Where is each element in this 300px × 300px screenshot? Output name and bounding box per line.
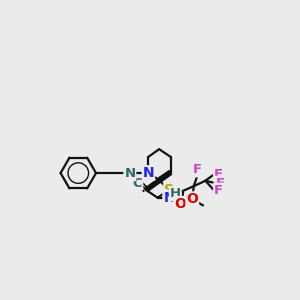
Text: N: N (163, 191, 175, 205)
Text: O: O (174, 197, 186, 211)
Text: F: F (214, 168, 223, 181)
Text: H: H (170, 187, 181, 200)
Text: F: F (214, 184, 223, 196)
Text: O: O (186, 192, 198, 206)
Text: N: N (124, 167, 135, 180)
Text: F: F (215, 177, 224, 190)
Text: N: N (142, 166, 154, 180)
Text: F: F (193, 164, 202, 176)
Text: S: S (164, 183, 174, 197)
Text: C: C (133, 177, 142, 190)
